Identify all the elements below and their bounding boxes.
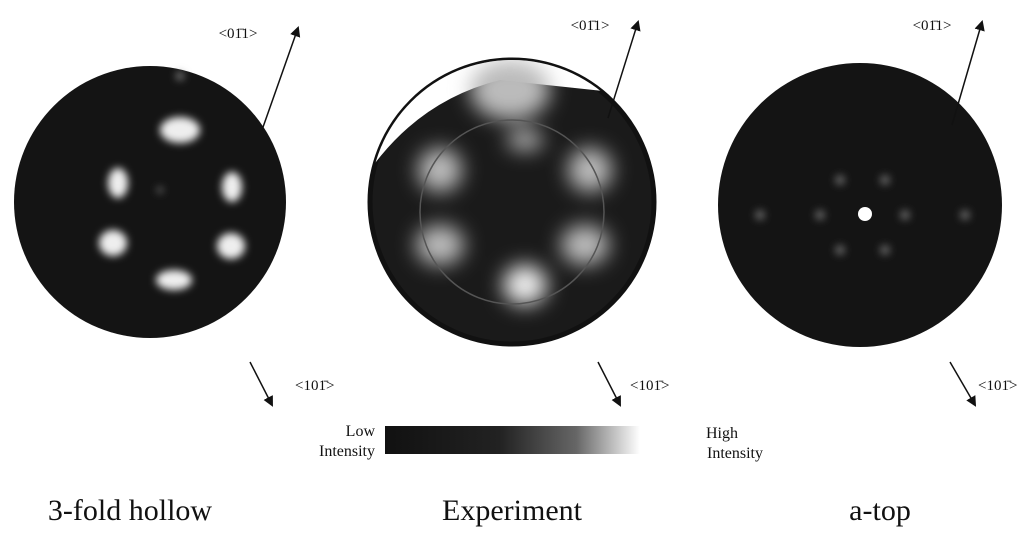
- high-label: Intensity: [707, 445, 763, 462]
- direction-label: <01̄1>: [571, 18, 610, 34]
- caption: 3-fold hollow: [48, 494, 212, 527]
- direction-arrow: [608, 22, 638, 118]
- direction-label: <101̄>: [630, 378, 669, 394]
- caption: a-top: [849, 494, 911, 527]
- low-label: Low: [346, 423, 376, 440]
- low-label: Intensity: [319, 443, 375, 460]
- panel-atop: [718, 63, 1002, 347]
- high-label: High: [706, 425, 738, 442]
- direction-arrow: [950, 362, 975, 405]
- direction-arrow: [250, 362, 272, 405]
- direction-arrow: [952, 22, 982, 125]
- figure: <01̄1> <101̄> <01̄1> <101̄> <01̄1> <101̄> Low…: [0, 0, 1032, 535]
- pattern-disc: [718, 63, 1002, 347]
- direction-label: <101̄>: [295, 378, 334, 394]
- caption: Experiment: [442, 494, 583, 527]
- direction-label: <101̄>: [978, 378, 1017, 394]
- direction-label: <01̄1>: [913, 18, 952, 34]
- pattern-disc: [14, 66, 286, 338]
- direction-arrow: [598, 362, 620, 405]
- panel-experiment: [370, 60, 654, 344]
- direction-label: <01̄1>: [219, 26, 258, 42]
- direction-arrow: [262, 28, 298, 130]
- panel-hollow: [14, 66, 286, 338]
- colorbar: [385, 426, 640, 454]
- center-spot: [858, 207, 872, 221]
